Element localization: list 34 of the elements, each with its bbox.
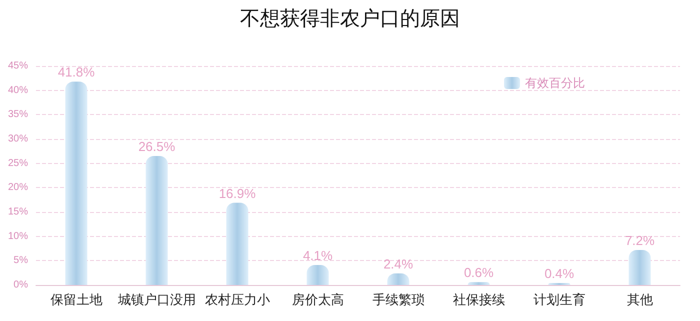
y-tick-label: 0% <box>14 280 28 290</box>
x-tick-label: 手续繁琐 <box>372 292 424 307</box>
y-tick-label: 30% <box>8 134 28 144</box>
x-tick-label: 保留土地 <box>50 292 102 307</box>
bar <box>628 250 651 285</box>
x-tick-label: 其他 <box>626 292 653 307</box>
bar <box>306 265 329 285</box>
x-tick-label: 城镇户口没用 <box>116 292 196 307</box>
bar <box>146 156 168 285</box>
data-label: 7.2% <box>624 232 655 248</box>
x-tick-label: 计划生育 <box>533 292 586 307</box>
bar <box>468 282 490 285</box>
bar <box>226 202 248 285</box>
data-label: 16.9% <box>218 186 256 201</box>
y-tick-label: 25% <box>8 158 28 169</box>
data-label: 0.4% <box>544 266 574 282</box>
data-label: 4.1% <box>302 248 333 264</box>
chart-title: 不想获得非农户口的原因 <box>240 8 460 30</box>
y-tick-label: 15% <box>8 206 28 218</box>
x-tick-label: 房价太高 <box>292 292 344 307</box>
y-tick-label: 40% <box>8 84 28 96</box>
x-tick-label: 社保接续 <box>452 292 505 307</box>
x-tick-label: 农村压力小 <box>204 292 270 307</box>
bar <box>65 82 88 285</box>
data-label: 0.6% <box>464 265 494 280</box>
y-tick-label: 20% <box>8 182 28 194</box>
legend-label: 有效百分比 <box>525 76 585 90</box>
y-tick-label: 45% <box>8 60 28 72</box>
y-tick-label: 35% <box>8 109 28 120</box>
data-label: 2.4% <box>383 256 414 272</box>
y-tick-label: 10% <box>8 230 28 242</box>
data-label: 41.8% <box>58 64 96 80</box>
data-label: 26.5% <box>138 139 176 154</box>
y-tick-label: 5% <box>14 255 28 266</box>
